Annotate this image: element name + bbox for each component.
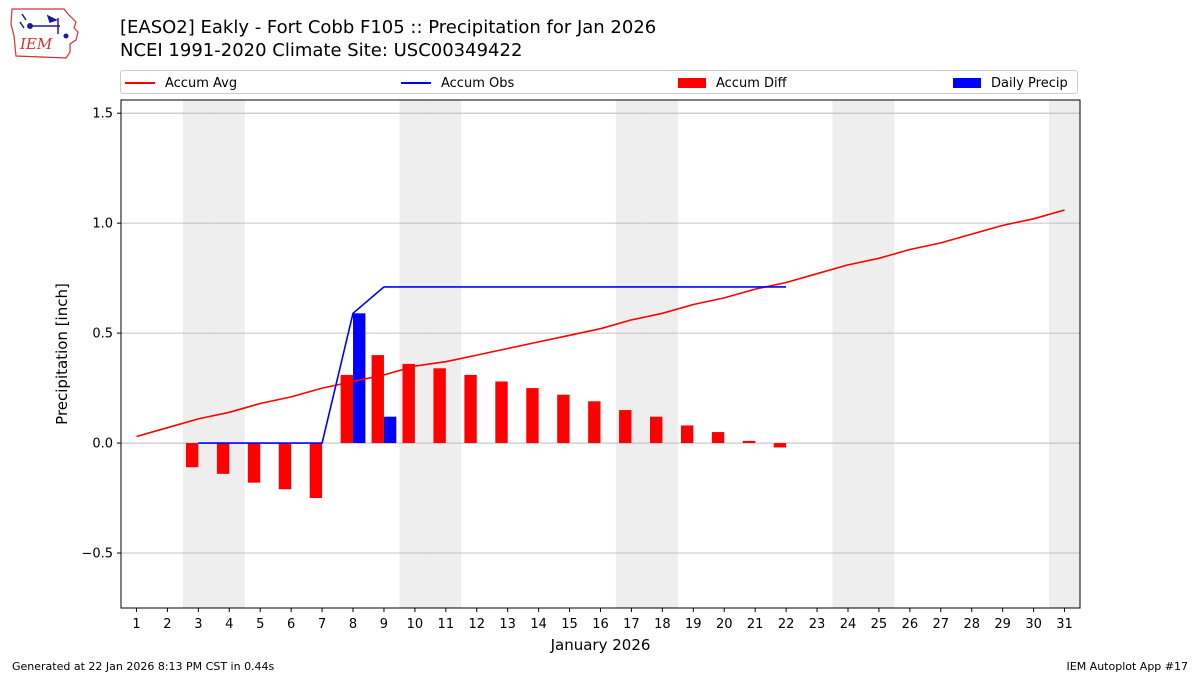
weekend-band [430, 100, 462, 608]
x-tick-label: 14 [530, 617, 547, 632]
bar-accum-diff [649, 416, 663, 444]
legend-daily-precip: Daily Precip [953, 74, 1068, 92]
x-tick-label: 13 [499, 617, 516, 632]
x-tick-label: 1 [132, 617, 140, 632]
x-tick-label: 16 [592, 617, 609, 632]
legend-label-accum-obs: Accum Obs [441, 75, 515, 91]
x-tick-label: 5 [256, 617, 264, 632]
x-tick-label: 19 [685, 617, 702, 632]
bar-accum-diff [371, 355, 384, 444]
x-tick-label: 15 [561, 617, 578, 632]
bar-accum-diff [619, 410, 632, 444]
x-tick-label: 22 [778, 617, 795, 632]
weekend-band [399, 100, 431, 608]
bar-accum-diff [557, 394, 570, 444]
footer-app-text: IEM Autoplot App #17 [1066, 660, 1189, 673]
weekend-band [213, 100, 245, 608]
x-tick-label: 21 [747, 617, 764, 632]
legend-label-accum-avg: Accum Avg [165, 75, 238, 91]
bar-accum-diff [278, 443, 292, 490]
bar-accum-diff [464, 374, 477, 444]
x-tick-label: 29 [994, 617, 1011, 632]
bar-accum-diff [340, 374, 354, 444]
weather-station-icon [19, 13, 69, 39]
weekend-band [615, 100, 647, 608]
bar-accum-diff [588, 401, 601, 444]
legend-label-daily-precip: Daily Precip [991, 75, 1068, 91]
bar-daily-precip [353, 313, 366, 444]
footer-generated-text: Generated at 22 Jan 2026 8:13 PM CST in … [12, 660, 275, 673]
x-tick-label: 30 [1025, 617, 1042, 632]
bar-accum-diff [526, 388, 539, 444]
plot-frame [120, 99, 1081, 609]
x-tick-label: 4 [225, 617, 233, 632]
bar-accum-diff [247, 443, 261, 483]
legend-swatch-accum-avg [125, 82, 155, 84]
x-tick-label: 6 [287, 617, 295, 632]
iowa-outline-icon [10, 8, 79, 59]
x-tick-label: 18 [654, 617, 671, 632]
x-tick-label: 2 [163, 617, 171, 632]
line-accum-obs [198, 286, 787, 444]
chart-title: [EASO2] Eakly - Fort Cobb F105 :: Precip… [120, 17, 657, 38]
legend-swatch-daily-precip [953, 78, 981, 88]
x-tick-label: 12 [468, 617, 485, 632]
weekend-band [832, 100, 864, 608]
x-tick-label: 25 [871, 617, 888, 632]
y-tick-label: 1.0 [92, 217, 113, 232]
chart-subtitle: NCEI 1991-2020 Climate Site: USC00349422 [120, 40, 523, 61]
weekend-band [1049, 100, 1080, 608]
x-tick-label: 9 [380, 617, 388, 632]
weekend-band [182, 100, 214, 608]
y-axis-label: Precipitation [inch] [53, 283, 71, 425]
legend-accum-avg: Accum Avg [125, 74, 237, 92]
bar-accum-diff [309, 443, 323, 499]
x-tick-label: 26 [902, 617, 919, 632]
x-tick-label: 31 [1056, 617, 1073, 632]
y-tick-label: 0.5 [92, 327, 113, 342]
legend-accum-diff: Accum Diff [678, 74, 787, 92]
x-tick-label: 11 [438, 617, 455, 632]
x-tick-label: 23 [809, 617, 826, 632]
bar-daily-precip [383, 416, 397, 444]
bar-accum-diff [742, 440, 756, 444]
weekend-band [863, 100, 895, 608]
iem-logo: IEM [10, 8, 79, 59]
bar-accum-diff [216, 443, 230, 474]
logo-text: IEM [19, 35, 53, 53]
x-tick-label: 20 [716, 617, 733, 632]
legend-label-accum-diff: Accum Diff [716, 75, 787, 91]
y-tick-label: −0.5 [81, 547, 113, 562]
x-axis-label: January 2026 [550, 636, 651, 654]
x-tick-label: 7 [318, 617, 326, 632]
bar-accum-diff [402, 363, 415, 444]
bar-accum-diff [773, 443, 787, 448]
y-tick-label: 1.5 [92, 107, 113, 122]
bar-accum-diff [680, 425, 694, 444]
x-tick-label: 24 [840, 617, 857, 632]
legend-swatch-accum-diff [678, 78, 706, 88]
legend-accum-obs: Accum Obs [401, 74, 514, 92]
bar-accum-diff [185, 443, 199, 468]
legend-swatch-accum-obs [401, 82, 431, 84]
x-tick-label: 27 [933, 617, 950, 632]
weekend-band [646, 100, 678, 608]
y-tick-label: 0.0 [92, 437, 113, 452]
bar-accum-diff [433, 368, 446, 444]
line-accum-avg [136, 209, 1065, 438]
x-tick-label: 3 [194, 617, 202, 632]
legend: Accum Avg Accum Obs Accum Diff Daily Pre… [120, 70, 1078, 94]
x-tick-label: 17 [623, 617, 640, 632]
bar-accum-diff [711, 432, 725, 444]
bar-accum-diff [495, 381, 508, 444]
x-tick-label: 8 [349, 617, 357, 632]
x-tick-label: 28 [963, 617, 980, 632]
x-tick-label: 10 [407, 617, 424, 632]
